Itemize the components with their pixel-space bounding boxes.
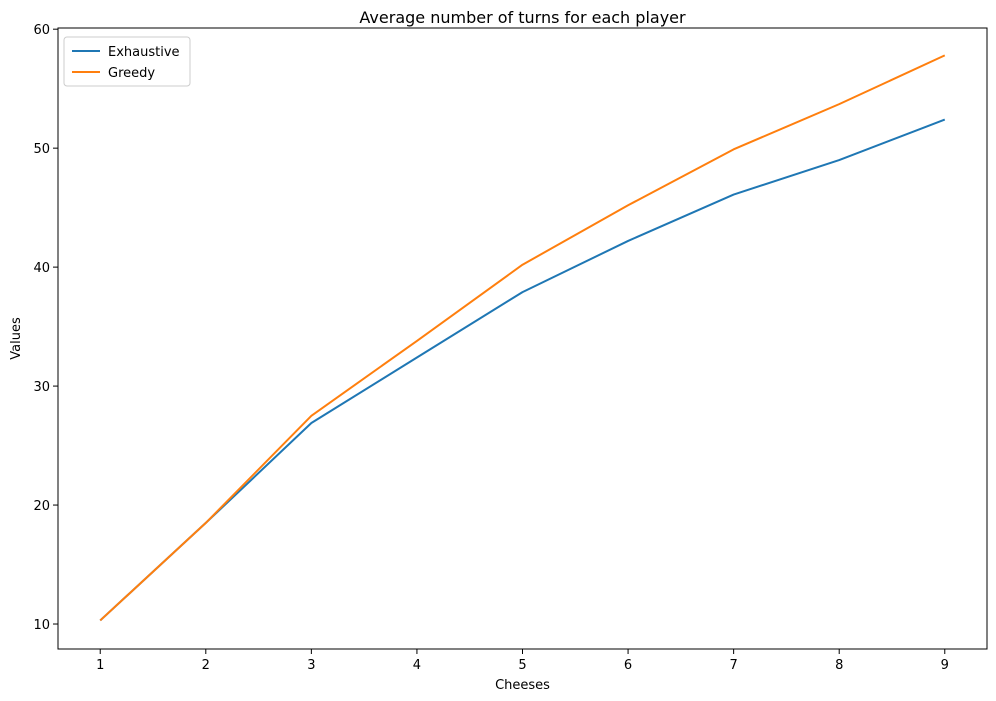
legend: Exhaustive Greedy [63, 36, 191, 87]
y-tick-label: 40 [33, 261, 50, 276]
x-tick-label: 6 [624, 658, 632, 673]
x-tick-label: 7 [729, 658, 737, 673]
x-tick-label: 2 [202, 658, 210, 673]
x-tick-label: 1 [96, 658, 104, 673]
axes-frame [57, 27, 988, 650]
chart-title: Average number of turns for each player [359, 8, 686, 27]
x-tick-label: 5 [518, 658, 526, 673]
y-tick-label: 20 [33, 499, 50, 514]
plot-area: 1 2 3 4 5 6 7 8 9 10 20 30 40 50 60 [33, 23, 988, 673]
x-axis-label: Cheeses [495, 678, 550, 693]
y-tick-label: 60 [33, 23, 50, 38]
y-tick-label: 10 [33, 618, 50, 633]
x-tick-label: 8 [835, 658, 843, 673]
x-tick-label: 9 [941, 658, 949, 673]
series-line-greedy [99, 54, 946, 622]
legend-label-greedy: Greedy [108, 66, 155, 81]
y-tick-label: 30 [33, 380, 50, 395]
x-tick-label: 3 [307, 658, 315, 673]
legend-label-exhaustive: Exhaustive [108, 45, 180, 60]
x-tick-label: 4 [413, 658, 421, 673]
y-tick-label: 50 [33, 142, 50, 157]
y-axis-label: Values [9, 317, 24, 360]
legend-box [63, 36, 191, 87]
series-line-exhaustive [99, 118, 946, 622]
